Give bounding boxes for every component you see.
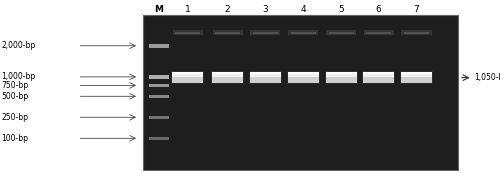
Text: 1,000-bp: 1,000-bp [1, 72, 35, 81]
Bar [215, 32, 240, 34]
Bar [290, 32, 316, 34]
Text: 100-bp: 100-bp [1, 134, 28, 143]
Text: 500-bp: 500-bp [1, 92, 28, 101]
Bar [363, 72, 394, 77]
Bar [175, 32, 200, 34]
Bar [402, 30, 432, 35]
Bar [171, 71, 204, 84]
Bar [172, 72, 203, 77]
Bar [401, 72, 432, 74]
Text: 2: 2 [224, 5, 230, 14]
Bar [363, 72, 394, 83]
Bar [212, 30, 242, 35]
Text: 4: 4 [300, 5, 306, 14]
Bar [366, 32, 391, 34]
Bar [250, 72, 280, 77]
Bar [212, 72, 243, 77]
Bar [286, 71, 320, 84]
Bar [149, 116, 169, 119]
Bar [324, 71, 358, 84]
Bar [149, 95, 169, 98]
Bar [400, 71, 433, 84]
Bar [288, 72, 318, 74]
Bar [172, 72, 203, 74]
Bar [149, 137, 169, 140]
Text: 1: 1 [184, 5, 190, 14]
Bar [288, 72, 318, 83]
Bar [363, 72, 394, 74]
Text: 750-bp: 750-bp [1, 81, 28, 90]
Bar [326, 72, 356, 77]
Bar [212, 72, 243, 83]
Bar [172, 30, 203, 35]
Bar [326, 72, 356, 83]
Bar [364, 30, 394, 35]
Bar [362, 71, 395, 84]
Text: 7: 7 [414, 5, 420, 14]
Bar [401, 72, 432, 77]
Bar [212, 72, 243, 74]
Bar [326, 72, 356, 74]
Bar [288, 72, 318, 77]
Bar [250, 30, 280, 35]
Bar [211, 71, 244, 84]
Bar [250, 72, 280, 83]
Bar [326, 30, 356, 35]
Text: 250-bp: 250-bp [1, 113, 28, 122]
Text: 6: 6 [376, 5, 382, 14]
Text: 2,000-bp: 2,000-bp [1, 41, 35, 50]
Bar [404, 32, 429, 34]
Bar [248, 71, 282, 84]
Text: 5: 5 [338, 5, 344, 14]
Bar [142, 15, 458, 170]
Bar [149, 75, 169, 79]
Bar [328, 32, 353, 34]
Text: M: M [154, 5, 164, 14]
Bar [288, 30, 318, 35]
Text: 3: 3 [262, 5, 268, 14]
Bar [149, 44, 169, 48]
Text: 1,050-bp: 1,050-bp [474, 73, 500, 82]
Bar [172, 72, 203, 83]
Bar [252, 32, 278, 34]
Bar [401, 72, 432, 83]
Bar [250, 72, 280, 74]
Bar [149, 84, 169, 87]
